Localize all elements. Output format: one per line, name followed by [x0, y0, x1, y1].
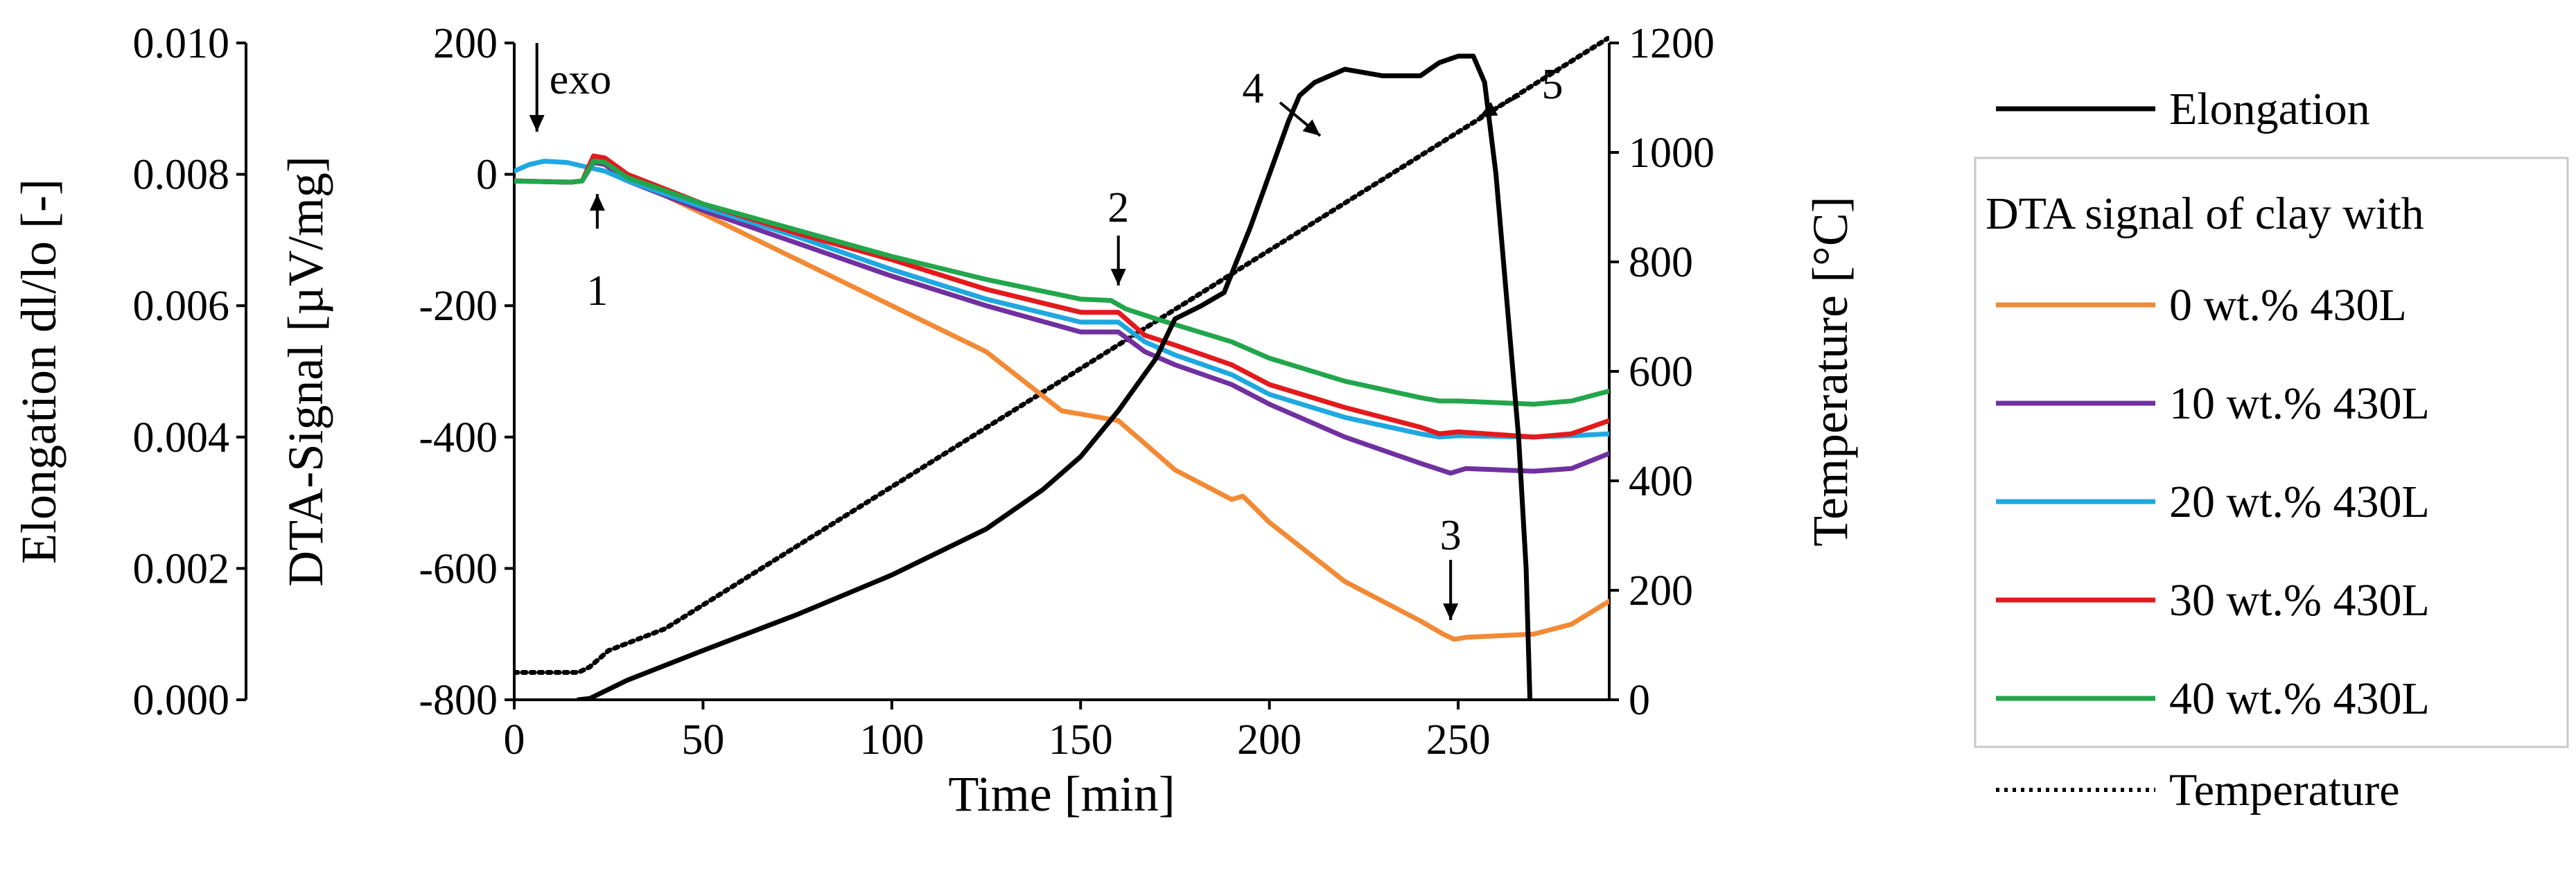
series-line-40-wt-430l [514, 159, 1609, 407]
elongation-axis-title: Elongation dl/lo [-] [11, 179, 67, 564]
arrow-3-head [1443, 603, 1459, 620]
temperature-tick-label: 200 [1629, 567, 1693, 615]
x-tick-label: 200 [1237, 716, 1302, 764]
x-tick-label: 0 [504, 716, 525, 764]
annotation-5: 5 [1542, 61, 1563, 108]
x-tick-label: 50 [681, 716, 724, 764]
series-line-temperature [514, 36, 1609, 675]
elongation-tick-label: 0.010 [133, 20, 230, 67]
annotation-4: 4 [1243, 65, 1264, 112]
elongation-tick-label: 0.004 [133, 414, 230, 461]
elongation-tick-label: 0.002 [133, 545, 230, 592]
arrow-4-head [1302, 119, 1320, 136]
legend-label-10-wt-430l: 10 wt.% 430L [2169, 378, 2430, 429]
legend-label-elongation: Elongation [2169, 84, 2370, 134]
legend-label-40-wt-430l: 40 wt.% 430L [2169, 673, 2430, 724]
legend-group-box [1974, 157, 2569, 748]
x-tick-label: 100 [859, 716, 924, 764]
x-tick-label: 250 [1426, 716, 1491, 764]
dta-tick-label: -600 [419, 545, 498, 592]
legend: Elongation DTA signal of clay with 0 wt.% … [1974, 84, 2569, 815]
x-axis-title: Time [min] [948, 766, 1175, 822]
dta-axis-title: DTA-Signal [µV/mg] [278, 156, 333, 587]
elongation-tick-label: 0.000 [133, 677, 230, 724]
annotation-2: 2 [1107, 184, 1129, 231]
dta-tick-label: 0 [476, 152, 498, 199]
series-line-30-wt-430l [514, 153, 1609, 440]
arrow-1-head [589, 194, 605, 211]
temperature-axis-title: Temperature [°C] [1803, 196, 1858, 547]
annotation-1: 1 [586, 267, 608, 315]
x-tick-label: 150 [1049, 716, 1113, 764]
dta-tick-label: -400 [419, 414, 498, 461]
arrow-5-head [1480, 102, 1498, 116]
annotation-exo: exo [550, 56, 612, 103]
temperature-tick-label: 400 [1629, 458, 1693, 505]
legend-label-30-wt-430l: 30 wt.% 430L [2169, 575, 2430, 626]
legend-label-20-wt-430l: 20 wt.% 430L [2169, 477, 2430, 527]
arrow-2-head [1110, 269, 1126, 285]
legend-label-0-wt-430l: 0 wt.% 430L [2169, 280, 2407, 330]
temperature-tick-label: 800 [1629, 239, 1693, 286]
elongation-tick-label: 0.008 [133, 152, 230, 199]
dta-tick-label: 200 [433, 20, 498, 67]
temperature-tick-label: 600 [1629, 349, 1693, 396]
temperature-tick-label: 0 [1629, 677, 1650, 724]
series-layer [514, 36, 1609, 700]
arrow-exo-head [529, 115, 545, 132]
dta-tick-label: -200 [419, 283, 498, 330]
legend-label-temperature: Temperature [2169, 765, 2400, 815]
temperature-tick-label: 1000 [1629, 130, 1715, 177]
elongation-tick-label: 0.006 [133, 283, 230, 330]
series-line-elongation [576, 53, 1533, 700]
annotation-3: 3 [1440, 512, 1462, 559]
legend-group-title: DTA signal of clay with [1986, 188, 2424, 239]
temperature-tick-label: 1200 [1629, 20, 1715, 67]
dta-tick-label: -800 [419, 677, 498, 724]
annotation-layer: exo 1 2 3 4 5 [529, 43, 1563, 620]
